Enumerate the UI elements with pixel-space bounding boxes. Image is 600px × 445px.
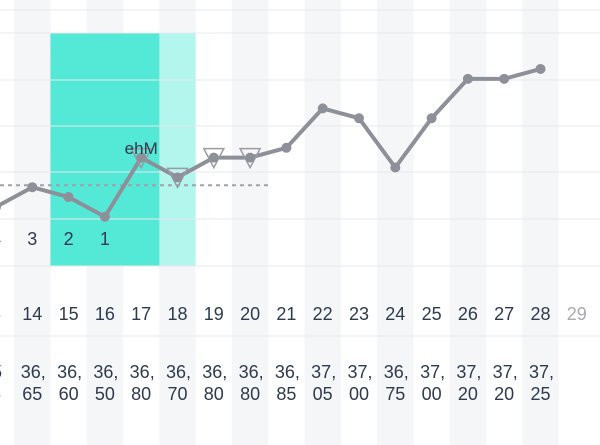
triangle-marker bbox=[166, 167, 189, 189]
temp-label-decimal: 65 bbox=[22, 384, 42, 404]
day-label: 28 bbox=[530, 304, 550, 324]
data-points bbox=[0, 63, 546, 222]
data-point bbox=[208, 152, 219, 163]
data-point bbox=[462, 73, 473, 84]
data-point bbox=[281, 142, 292, 153]
temp-label-decimal: 05 bbox=[313, 384, 333, 404]
day-label: 25 bbox=[422, 304, 442, 324]
temp-label-integer: 37, bbox=[456, 362, 481, 382]
temp-label-integer: 37, bbox=[311, 362, 336, 382]
day-label: 16 bbox=[95, 304, 115, 324]
temp-label-integer: 37, bbox=[493, 362, 518, 382]
data-point bbox=[245, 152, 256, 163]
data-point bbox=[27, 182, 38, 193]
temp-label-integer: 36, bbox=[21, 362, 46, 382]
day-label: 26 bbox=[458, 304, 478, 324]
day-label: 19 bbox=[204, 304, 224, 324]
temp-label-decimal: 00 bbox=[422, 384, 442, 404]
day-labels: 3 14 15 16 17 18 19 20 21 22 23 24 25 26 27 28 29 bbox=[0, 304, 587, 324]
day-label: 3 bbox=[0, 304, 1, 324]
temp-label-integer: 36, bbox=[57, 362, 82, 382]
data-point bbox=[499, 73, 510, 84]
temp-label-integer: 36, bbox=[130, 362, 155, 382]
column-stripe bbox=[14, 0, 51, 445]
data-point bbox=[0, 203, 1, 210]
temp-label-decimal: 75 bbox=[385, 384, 405, 404]
day-label: 20 bbox=[240, 304, 260, 324]
temperature-line bbox=[0, 66, 543, 219]
countdown-label: 3 bbox=[27, 229, 37, 249]
temp-label-integer: 36, bbox=[166, 362, 191, 382]
temp-label-integer: 36, bbox=[384, 362, 409, 382]
day-label: 14 bbox=[22, 304, 42, 324]
data-point bbox=[426, 113, 437, 124]
fertile-window-highlight bbox=[50, 33, 196, 266]
temp-label-integer: 5 bbox=[0, 362, 2, 382]
countdown-label: 2 bbox=[64, 229, 74, 249]
temp-label-decimal: 20 bbox=[458, 384, 478, 404]
countdown-label: 4 bbox=[0, 229, 1, 249]
temp-label-decimal: 00 bbox=[349, 384, 369, 404]
data-point bbox=[99, 211, 110, 222]
data-point bbox=[136, 152, 147, 163]
temp-label-integer: 36, bbox=[239, 362, 264, 382]
data-point bbox=[63, 192, 74, 203]
temp-label-integer: 37, bbox=[420, 362, 445, 382]
day-label: 27 bbox=[494, 304, 514, 324]
highlight-light bbox=[159, 33, 196, 266]
temp-label-integer: 37, bbox=[347, 362, 372, 382]
temp-label-decimal: 80 bbox=[240, 384, 260, 404]
highlight-strong bbox=[86, 33, 124, 266]
countdown-labels: 4 3 2 1 bbox=[0, 229, 110, 249]
temp-label-decimal: 85 bbox=[276, 384, 296, 404]
day-label: 15 bbox=[59, 304, 79, 324]
temp-label-decimal: 70 bbox=[167, 384, 187, 404]
temperature-labels: 5536,6536,6036,5036,8036,7036,8036,8036,… bbox=[0, 362, 554, 404]
triangle-marker bbox=[202, 147, 226, 170]
temp-label-integer: 36, bbox=[275, 362, 300, 382]
data-point bbox=[172, 172, 183, 183]
day-label: 29 bbox=[567, 304, 587, 324]
temp-label-integer: 36, bbox=[93, 362, 118, 382]
temp-label-decimal: 25 bbox=[530, 384, 550, 404]
data-point bbox=[317, 103, 328, 114]
temp-label-decimal: 60 bbox=[59, 384, 79, 404]
triangle-marker bbox=[129, 147, 153, 170]
day-label: 21 bbox=[276, 304, 296, 324]
temp-label-decimal: 20 bbox=[494, 384, 514, 404]
data-point bbox=[354, 113, 364, 124]
day-label: 17 bbox=[131, 304, 151, 324]
day-label: 18 bbox=[167, 304, 187, 324]
column-stripe bbox=[377, 0, 414, 445]
annotation-label: ehM bbox=[125, 139, 158, 158]
temp-label-integer: 37, bbox=[529, 362, 554, 382]
temp-label-decimal: 80 bbox=[131, 384, 151, 404]
triangle-markers bbox=[129, 147, 262, 189]
day-label: 24 bbox=[385, 304, 405, 324]
highlight-strong bbox=[50, 33, 88, 266]
temp-label-decimal: 5 bbox=[0, 384, 1, 404]
highlight-strong bbox=[123, 33, 160, 266]
temp-label-decimal: 80 bbox=[204, 384, 224, 404]
day-label: 22 bbox=[313, 304, 333, 324]
day-label: 23 bbox=[349, 304, 369, 324]
column-stripe bbox=[304, 0, 341, 445]
data-point bbox=[535, 63, 546, 74]
column-stripe bbox=[231, 0, 269, 445]
triangle-marker bbox=[238, 147, 262, 170]
data-point bbox=[390, 162, 401, 173]
countdown-label: 1 bbox=[100, 229, 110, 249]
temp-label-integer: 36, bbox=[202, 362, 227, 382]
temp-label-decimal: 50 bbox=[95, 384, 115, 404]
